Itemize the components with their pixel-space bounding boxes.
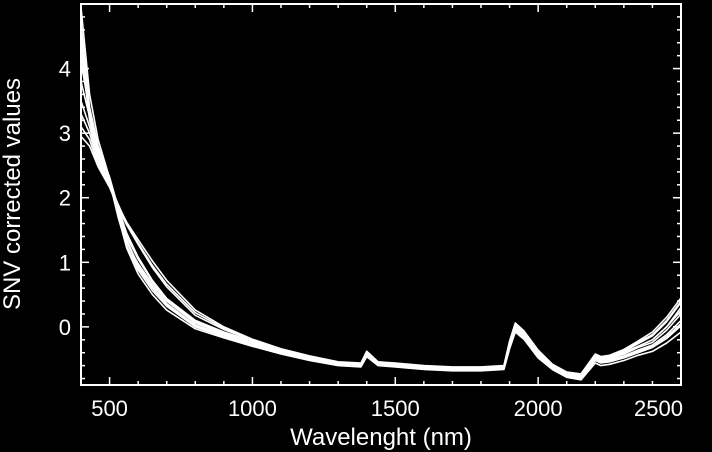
spectrum-line-2 [80, 22, 682, 375]
spectrum-line-3 [80, 35, 682, 379]
spectrum-line-9 [80, 80, 682, 381]
y-tick-label-3: 2 [59, 186, 71, 211]
y-tick-label-1: 0 [59, 315, 71, 340]
spectra-lines [80, 6, 682, 381]
x-tick-label-4: 2000 [514, 396, 563, 421]
spectrum-line-5 [80, 100, 682, 378]
spectrum-line-4 [80, 48, 682, 380]
x-tick-label-2: 1000 [228, 396, 277, 421]
spectrum-line-1 [80, 6, 682, 377]
spectrum-line-10 [80, 61, 682, 379]
y-axis-title: SNV corrected values [0, 78, 26, 310]
plot-frame [80, 3, 682, 386]
y-tick-labels: 0 1 2 3 4 [59, 57, 71, 340]
spectrum-line-7 [80, 125, 682, 375]
y-tick-label-4: 3 [59, 121, 71, 146]
y-tick-label-5: 4 [59, 57, 71, 82]
spectrum-line-8 [80, 135, 682, 377]
axis-ticks [81, 4, 682, 385]
spectrum-line-6 [80, 113, 682, 376]
x-tick-labels: 500 1000 1500 2000 2500 [91, 396, 683, 421]
x-tick-label-1: 500 [91, 396, 128, 421]
y-tick-label-2: 1 [59, 250, 71, 275]
x-axis-title: Wavelenght (nm) [290, 424, 472, 451]
x-tick-label-5: 2500 [634, 396, 683, 421]
x-tick-label-3: 1500 [371, 396, 420, 421]
